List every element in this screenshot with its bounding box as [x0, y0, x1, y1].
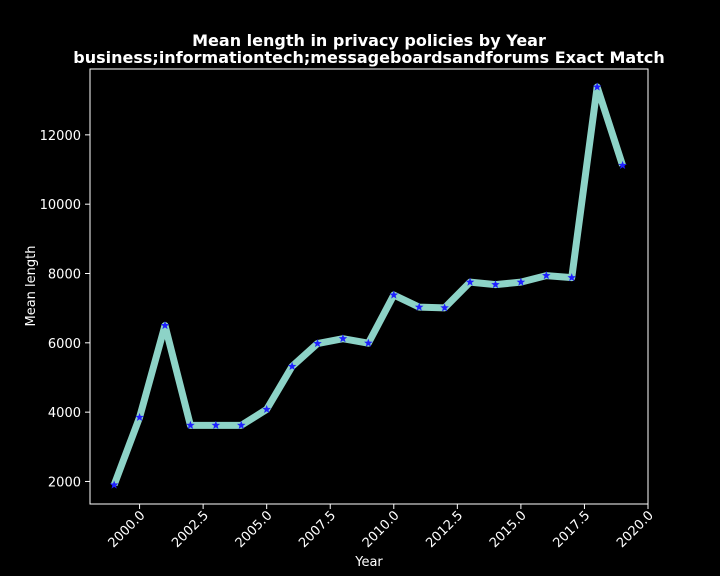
y-axis-label: Mean length: [24, 246, 39, 327]
x-tick-label: 2017.5: [550, 508, 593, 551]
plot-area-frame: [89, 68, 649, 505]
data-point-star-marker: [592, 82, 602, 91]
data-point-star-marker: [414, 302, 424, 311]
chart-subtitle: business;informationtech;messageboardsan…: [73, 48, 664, 67]
x-tick-label: 2005.0: [233, 508, 276, 551]
y-tick-label: 4000: [48, 406, 81, 421]
data-point-star-marker: [567, 273, 577, 282]
data-point-star-marker: [389, 290, 399, 299]
y-tick-label: 8000: [48, 268, 81, 283]
data-point-star-marker: [186, 420, 195, 429]
x-axis-ticks: 2000.0 2002.5 2005.0 2007.5 2010.0 2012.5 2015…: [106, 504, 657, 551]
data-point-star-marker: [440, 303, 449, 312]
data-point-star-marker: [516, 277, 526, 286]
x-tick-label: 2015.0: [487, 508, 530, 551]
x-tick-label: 2000.0: [106, 508, 149, 551]
data-point-star-marker: [364, 338, 373, 347]
x-tick-label: 2002.5: [169, 508, 212, 551]
y-axis-ticks: 2000 4000 6000 8000 10000 12000: [40, 129, 90, 490]
data-point-star-marker: [211, 420, 221, 429]
x-tick-label: 2007.5: [296, 508, 339, 551]
y-tick-label: 6000: [48, 337, 81, 352]
x-tick-label: 2020.0: [614, 508, 657, 551]
x-tick-label: 2010.0: [360, 508, 403, 551]
y-tick-label: 10000: [40, 198, 81, 213]
y-tick-label: 12000: [40, 129, 81, 144]
data-point-star-marker: [542, 271, 551, 280]
x-tick-label: 2012.5: [423, 508, 466, 551]
data-point-star-marker: [287, 361, 297, 371]
data-point-star-marker: [338, 334, 348, 343]
y-tick-label: 2000: [48, 475, 81, 490]
x-axis-label: Year: [354, 555, 383, 570]
data-point-star-marker: [109, 480, 119, 489]
data-point-star-marker: [491, 280, 500, 289]
data-point-star-marker: [135, 412, 144, 421]
data-point-star-marker: [313, 339, 322, 348]
chart-title: Mean length in privacy policies by Year: [192, 31, 546, 50]
data-point-star-marker: [465, 277, 475, 286]
data-point-star-marker: [262, 404, 271, 414]
series-layer: [109, 82, 627, 489]
data-point-star-marker: [160, 320, 170, 330]
data-point-star-marker: [618, 160, 627, 169]
data-point-star-marker: [236, 420, 246, 429]
